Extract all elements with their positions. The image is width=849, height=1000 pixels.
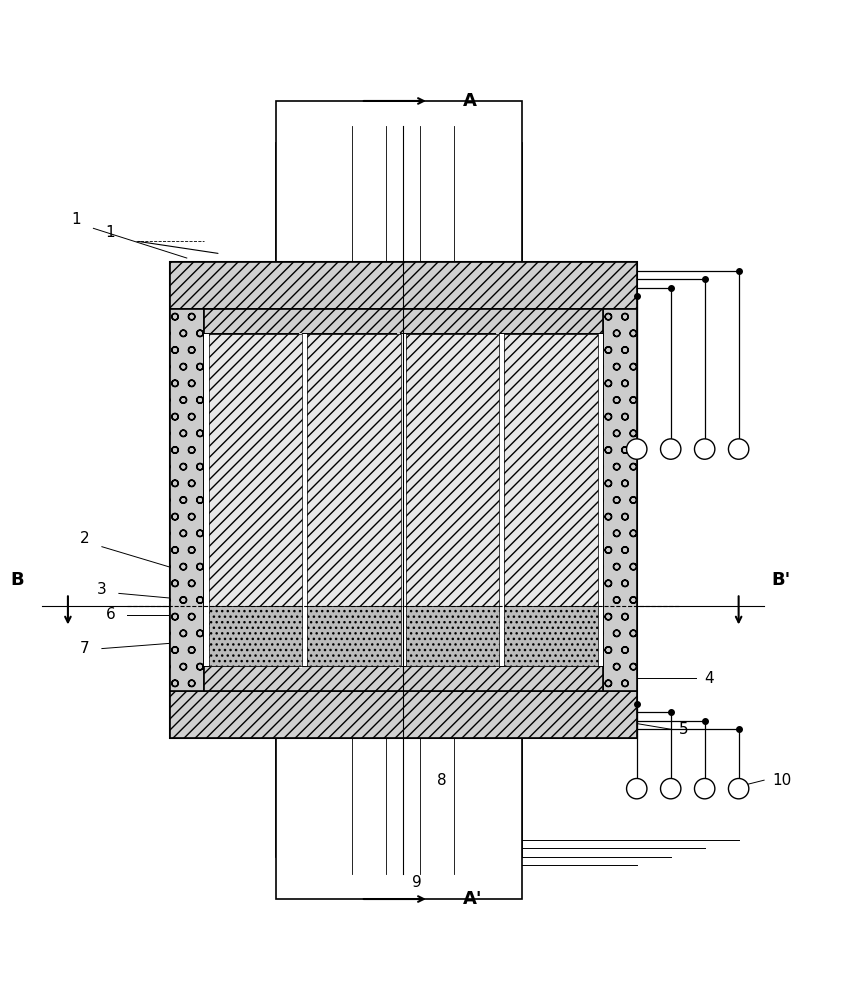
Bar xyxy=(307,606,401,666)
Text: 1: 1 xyxy=(71,212,82,227)
Text: B: B xyxy=(10,571,24,589)
Bar xyxy=(406,606,499,666)
Bar xyxy=(276,101,522,262)
Bar xyxy=(603,309,637,691)
Bar xyxy=(209,606,302,666)
Text: 5: 5 xyxy=(679,722,689,737)
Text: B': B' xyxy=(772,571,790,589)
Circle shape xyxy=(627,439,647,459)
Circle shape xyxy=(728,778,749,799)
Bar xyxy=(307,334,401,606)
Bar xyxy=(170,691,637,738)
Bar xyxy=(204,666,603,691)
Bar xyxy=(406,334,499,606)
Circle shape xyxy=(627,778,647,799)
Text: 3: 3 xyxy=(97,582,107,597)
Bar xyxy=(204,334,209,666)
Text: 1: 1 xyxy=(105,225,115,240)
Text: 10: 10 xyxy=(773,773,792,788)
Text: 7: 7 xyxy=(80,641,90,656)
Circle shape xyxy=(661,778,681,799)
Text: 6: 6 xyxy=(105,607,115,622)
Text: A': A' xyxy=(463,890,482,908)
Text: 8: 8 xyxy=(437,773,447,788)
Circle shape xyxy=(694,778,715,799)
Bar xyxy=(504,606,598,666)
Circle shape xyxy=(728,439,749,459)
Text: 9: 9 xyxy=(412,875,421,890)
Text: 2: 2 xyxy=(80,531,90,546)
Bar xyxy=(276,712,522,857)
Circle shape xyxy=(694,439,715,459)
Bar xyxy=(499,334,504,666)
Bar xyxy=(504,334,598,606)
Bar xyxy=(598,334,603,666)
Bar xyxy=(276,738,522,899)
Bar xyxy=(401,334,406,666)
Bar xyxy=(276,143,522,288)
Bar xyxy=(204,309,603,334)
Bar xyxy=(170,309,204,691)
Bar xyxy=(302,334,307,666)
Bar xyxy=(170,262,637,309)
Text: A: A xyxy=(463,92,476,110)
Circle shape xyxy=(661,439,681,459)
Bar xyxy=(209,334,302,606)
Text: 4: 4 xyxy=(705,671,714,686)
Bar xyxy=(170,262,637,738)
Bar xyxy=(204,334,603,666)
